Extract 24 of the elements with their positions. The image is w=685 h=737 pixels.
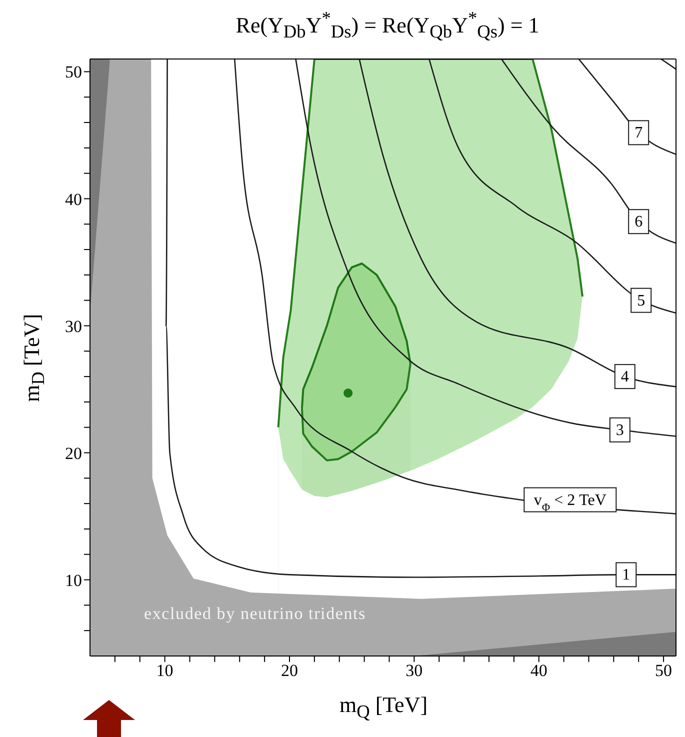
- chart-title: Re(Y$_{Db}$Y$^{*}$$_{Ds}$) = Re(Y$_{Qb}$Y$^{*}$$_{Qs}$) = 1: [236, 8, 540, 42]
- line-series: [500, 59, 676, 244]
- line-series: [578, 59, 676, 155]
- series-label: 3: [616, 422, 624, 439]
- y-tick-label: 40: [65, 190, 82, 209]
- x-tick-label: 40: [530, 661, 548, 680]
- y-tick-label: 50: [65, 62, 82, 82]
- x-tick-label: 50: [655, 661, 672, 680]
- y-tick-label: 10: [65, 570, 82, 590]
- point: [344, 388, 353, 398]
- series-label: 5: [637, 292, 646, 310]
- x-axis-title: m$_{Q}$ [TeV]: [338, 692, 429, 722]
- series-label: 4: [620, 368, 629, 386]
- annotation: excluded by neutrino tridents: [144, 604, 366, 624]
- y-tick-label: 20: [65, 444, 82, 463]
- line-series: [428, 59, 676, 314]
- x-tick-label: 10: [156, 661, 174, 680]
- x-tick-label: 20: [280, 661, 298, 680]
- series-label: 6: [634, 214, 643, 231]
- y-tick-label: 30: [65, 316, 82, 336]
- series-label: 7: [634, 124, 643, 142]
- x-tick-label: 30: [406, 661, 423, 680]
- series-label: 1: [622, 566, 630, 584]
- series-label: v$_{Φ}$ < 2 TeV: [534, 492, 607, 514]
